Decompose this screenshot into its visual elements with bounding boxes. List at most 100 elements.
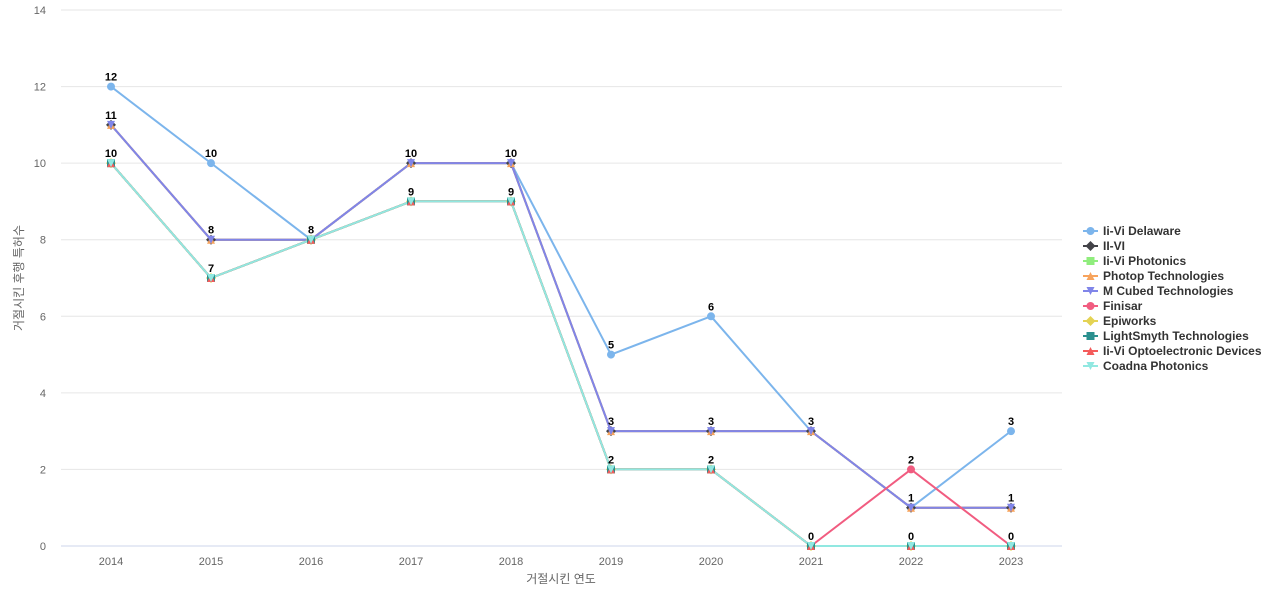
y-tick-label: 6 xyxy=(40,311,46,323)
data-label: 10 xyxy=(105,148,117,160)
x-tick-label: 2017 xyxy=(399,556,423,568)
data-point-coadna-photonics[interactable] xyxy=(707,465,715,474)
data-point-m-cubed-technologies[interactable] xyxy=(907,503,915,512)
y-tick-label: 12 xyxy=(34,82,46,94)
legend-marker xyxy=(1086,362,1095,370)
legend-label: Ii-Vi Optoelectronic Devices xyxy=(1103,344,1262,358)
legend-item-epiworks[interactable]: Epiworks xyxy=(1083,314,1157,328)
x-tick-label: 2020 xyxy=(699,556,723,568)
data-point-m-cubed-technologies[interactable] xyxy=(1007,503,1015,512)
legend-item-m-cubed-technologies[interactable]: M Cubed Technologies xyxy=(1083,284,1234,298)
series-line-lightsmyth-technologies[interactable] xyxy=(110,162,1012,547)
legend-item-ii-vi-photonics[interactable]: Ii-Vi Photonics xyxy=(1083,254,1186,268)
data-label: 9 xyxy=(508,186,514,198)
y-tick-label: 4 xyxy=(40,388,46,400)
data-point-ii-vi-delaware[interactable] xyxy=(707,312,715,321)
legend-item-ii-vi[interactable]: II-VI xyxy=(1083,239,1125,253)
data-point-m-cubed-technologies[interactable] xyxy=(507,159,515,168)
x-tick-label: 2014 xyxy=(99,556,123,568)
legend-label: Ii-Vi Delaware xyxy=(1103,224,1181,238)
y-tick-label: 2 xyxy=(40,464,46,476)
data-point-coadna-photonics[interactable] xyxy=(407,197,415,206)
data-point-coadna-photonics[interactable] xyxy=(607,465,615,474)
legend-label: M Cubed Technologies xyxy=(1103,284,1234,298)
y-tick-label: 10 xyxy=(34,158,46,170)
legend-item-ii-vi-optoelectronic-devices[interactable]: Ii-Vi Optoelectronic Devices xyxy=(1083,344,1262,358)
data-point-m-cubed-technologies[interactable] xyxy=(807,427,815,436)
data-label: 1 xyxy=(908,493,914,505)
data-label: 2 xyxy=(908,454,914,466)
data-label: 3 xyxy=(608,416,614,428)
series-line-finisar[interactable] xyxy=(110,162,1012,547)
data-label: 3 xyxy=(1008,416,1014,428)
series-line-ii-vi-photonics[interactable] xyxy=(110,162,1012,547)
legend-item-ii-vi-delaware[interactable]: Ii-Vi Delaware xyxy=(1083,224,1181,238)
y-tick-label: 0 xyxy=(40,541,46,553)
legend-marker xyxy=(1086,347,1095,355)
legend-marker xyxy=(1086,287,1095,295)
legend-label: Coadna Photonics xyxy=(1103,359,1209,373)
data-point-coadna-photonics[interactable] xyxy=(507,197,515,206)
series-line-m-cubed-technologies[interactable] xyxy=(110,123,1012,509)
data-label: 1 xyxy=(1008,493,1014,505)
data-point-ii-vi-delaware[interactable] xyxy=(607,350,615,359)
y-tick-label: 8 xyxy=(40,235,46,247)
legend-marker xyxy=(1086,332,1095,340)
y-axis: 0 2 4 6 8 10 12 14 xyxy=(34,5,46,553)
legend-item-coadna-photonics[interactable]: Coadna Photonics xyxy=(1083,359,1209,373)
data-point-ii-vi-delaware[interactable] xyxy=(207,159,215,168)
legend-item-finisar[interactable]: Finisar xyxy=(1083,299,1143,313)
data-point-coadna-photonics[interactable] xyxy=(207,274,215,282)
series-line-coadna-photonics[interactable] xyxy=(110,162,1012,547)
data-label: 10 xyxy=(405,148,417,160)
data-point-m-cubed-technologies[interactable] xyxy=(207,235,215,244)
legend-marker xyxy=(1086,257,1095,265)
x-tick-label: 2016 xyxy=(299,556,323,568)
data-label: 3 xyxy=(808,416,814,428)
data-label: 11 xyxy=(105,110,117,122)
data-label: 0 xyxy=(808,531,814,543)
legend-marker xyxy=(1085,241,1096,251)
data-point-m-cubed-technologies[interactable] xyxy=(707,427,715,436)
data-point-m-cubed-technologies[interactable] xyxy=(607,427,615,436)
data-label: 6 xyxy=(708,301,714,313)
x-tick-label: 2019 xyxy=(599,556,623,568)
data-point-coadna-photonics[interactable] xyxy=(807,542,815,550)
legend-label: Finisar xyxy=(1103,299,1143,313)
data-point-coadna-photonics[interactable] xyxy=(107,159,115,168)
legend-label: II-VI xyxy=(1103,239,1125,253)
legend-label: Epiworks xyxy=(1103,314,1157,328)
data-label: 12 xyxy=(105,72,117,84)
x-tick-label: 2022 xyxy=(899,556,923,568)
data-label: 10 xyxy=(205,148,217,160)
data-label: 2 xyxy=(608,454,614,466)
data-point-ii-vi-delaware[interactable] xyxy=(1007,427,1015,436)
series-line-epiworks[interactable] xyxy=(110,162,1012,547)
x-tick-label: 2023 xyxy=(999,556,1023,568)
data-point-coadna-photonics[interactable] xyxy=(907,542,915,550)
data-point-ii-vi-delaware[interactable] xyxy=(107,82,115,91)
series-markers xyxy=(106,82,1016,551)
x-tick-label: 2021 xyxy=(799,556,823,568)
data-point-coadna-photonics[interactable] xyxy=(1007,542,1015,550)
y-axis-title: 거절시킨 후행 특허수 xyxy=(11,225,26,331)
data-point-m-cubed-technologies[interactable] xyxy=(407,159,415,168)
legend-label: Photop Technologies xyxy=(1103,269,1224,283)
legend-marker xyxy=(1085,316,1096,326)
data-point-finisar[interactable] xyxy=(907,465,915,474)
legend-label: LightSmyth Technologies xyxy=(1103,329,1249,343)
series-line-ii-vi-optoelectronic-devices[interactable] xyxy=(110,162,1012,547)
data-point-coadna-photonics[interactable] xyxy=(307,235,315,244)
data-label: 0 xyxy=(908,531,914,543)
legend-item-lightsmyth-technologies[interactable]: LightSmyth Technologies xyxy=(1083,329,1249,343)
legend-marker xyxy=(1086,302,1095,310)
x-axis: 2014 2015 2016 2017 2018 2019 2020 2021 2022 2023 xyxy=(61,545,1062,568)
data-point-m-cubed-technologies[interactable] xyxy=(107,120,115,129)
legend-item-photop-technologies[interactable]: Photop Technologies xyxy=(1083,269,1224,283)
data-label: 2 xyxy=(708,454,714,466)
legend-marker xyxy=(1086,227,1095,235)
